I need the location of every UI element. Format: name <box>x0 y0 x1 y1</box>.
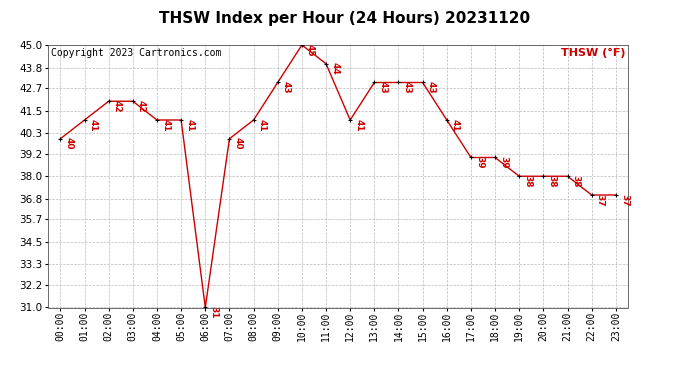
Text: 39: 39 <box>475 156 484 169</box>
Text: 43: 43 <box>379 81 388 94</box>
Text: 38: 38 <box>524 175 533 188</box>
Text: 42: 42 <box>137 100 146 112</box>
Text: 31: 31 <box>210 306 219 319</box>
Text: THSW (°F): THSW (°F) <box>560 48 625 58</box>
Text: 37: 37 <box>596 194 605 206</box>
Text: 38: 38 <box>548 175 557 188</box>
Text: 41: 41 <box>89 118 98 131</box>
Text: Copyright 2023 Cartronics.com: Copyright 2023 Cartronics.com <box>51 48 221 58</box>
Text: 40: 40 <box>234 137 243 150</box>
Text: THSW Index per Hour (24 Hours) 20231120: THSW Index per Hour (24 Hours) 20231120 <box>159 11 531 26</box>
Text: 37: 37 <box>620 194 629 206</box>
Text: 42: 42 <box>113 100 122 112</box>
Text: 41: 41 <box>451 118 460 131</box>
Text: 45: 45 <box>306 44 315 56</box>
Text: 41: 41 <box>161 118 170 131</box>
Text: 38: 38 <box>572 175 581 188</box>
Text: 40: 40 <box>65 137 74 150</box>
Text: 41: 41 <box>258 118 267 131</box>
Text: 43: 43 <box>403 81 412 94</box>
Text: 41: 41 <box>186 118 195 131</box>
Text: 43: 43 <box>282 81 291 94</box>
Text: 39: 39 <box>500 156 509 169</box>
Text: 43: 43 <box>427 81 436 94</box>
Text: 44: 44 <box>331 62 339 75</box>
Text: 41: 41 <box>355 118 364 131</box>
